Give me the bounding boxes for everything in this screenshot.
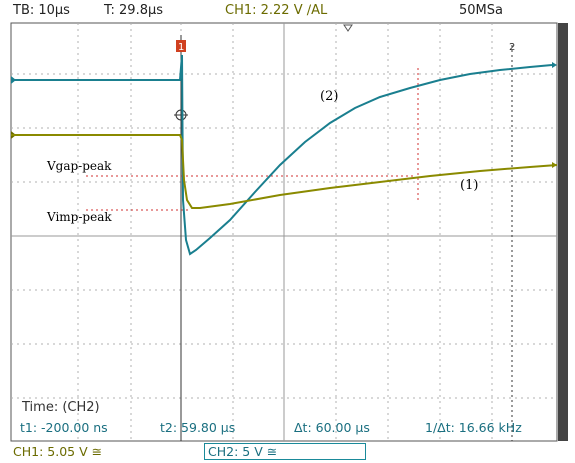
vgap-peak-label: Vgap-peak bbox=[47, 159, 112, 173]
inverse-delta-t-readout: 1/Δt: 16.66 kHz bbox=[425, 420, 522, 435]
ch2-scale-readout[interactable]: CH2: 5 V ≅ bbox=[204, 443, 366, 460]
trigger-position-icon bbox=[343, 24, 353, 32]
t2-readout: t2: 59.80 µs bbox=[160, 420, 236, 435]
cursor-t1-marker[interactable] bbox=[176, 40, 186, 52]
ch1-trigger-readout: CH1: 2.22 V ∕AL bbox=[225, 3, 328, 18]
vimp-peak-label: Vimp-peak bbox=[47, 210, 112, 224]
sample-rate-readout: 50MSa bbox=[459, 3, 503, 18]
trigger-time-readout: T: 29.8µs bbox=[104, 3, 164, 18]
ch1-scale-readout[interactable]: CH1: 5.05 V ≅ bbox=[13, 444, 103, 459]
ch1-trace bbox=[11, 134, 558, 209]
t1-readout: t1: -200.00 ns bbox=[20, 420, 108, 435]
delta-t-readout: Δt: 60.00 µs bbox=[294, 420, 370, 435]
ch2-trace bbox=[11, 54, 553, 256]
timebase-readout: TB: 10µs bbox=[13, 3, 70, 18]
trigger-crosshair-icon bbox=[174, 108, 188, 122]
ch1-right-marker bbox=[552, 162, 557, 168]
trace-2-label: (2) bbox=[320, 89, 339, 104]
trace-1-label: (1) bbox=[460, 178, 479, 193]
cursor-t2-label: 2 bbox=[509, 42, 515, 53]
time-channel-readout: Time: (CH2) bbox=[22, 400, 100, 415]
screen-scroll-strip bbox=[558, 23, 568, 441]
ch2-right-marker bbox=[552, 62, 557, 68]
cursor-t1-label: 1 bbox=[178, 42, 184, 53]
